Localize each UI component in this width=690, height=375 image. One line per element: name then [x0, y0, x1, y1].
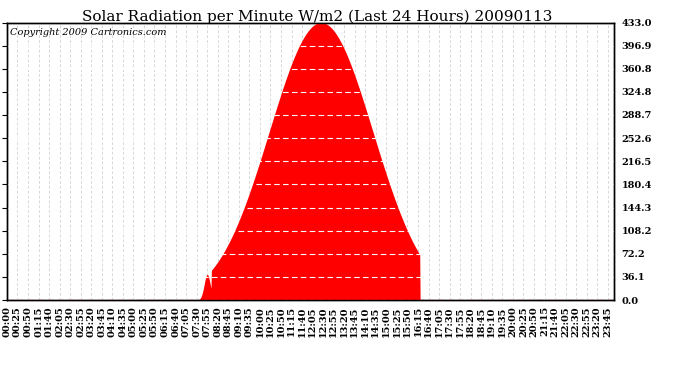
Text: Solar Radiation per Minute W/m2 (Last 24 Hours) 20090113: Solar Radiation per Minute W/m2 (Last 24… — [82, 9, 553, 24]
Text: Copyright 2009 Cartronics.com: Copyright 2009 Cartronics.com — [10, 28, 166, 37]
